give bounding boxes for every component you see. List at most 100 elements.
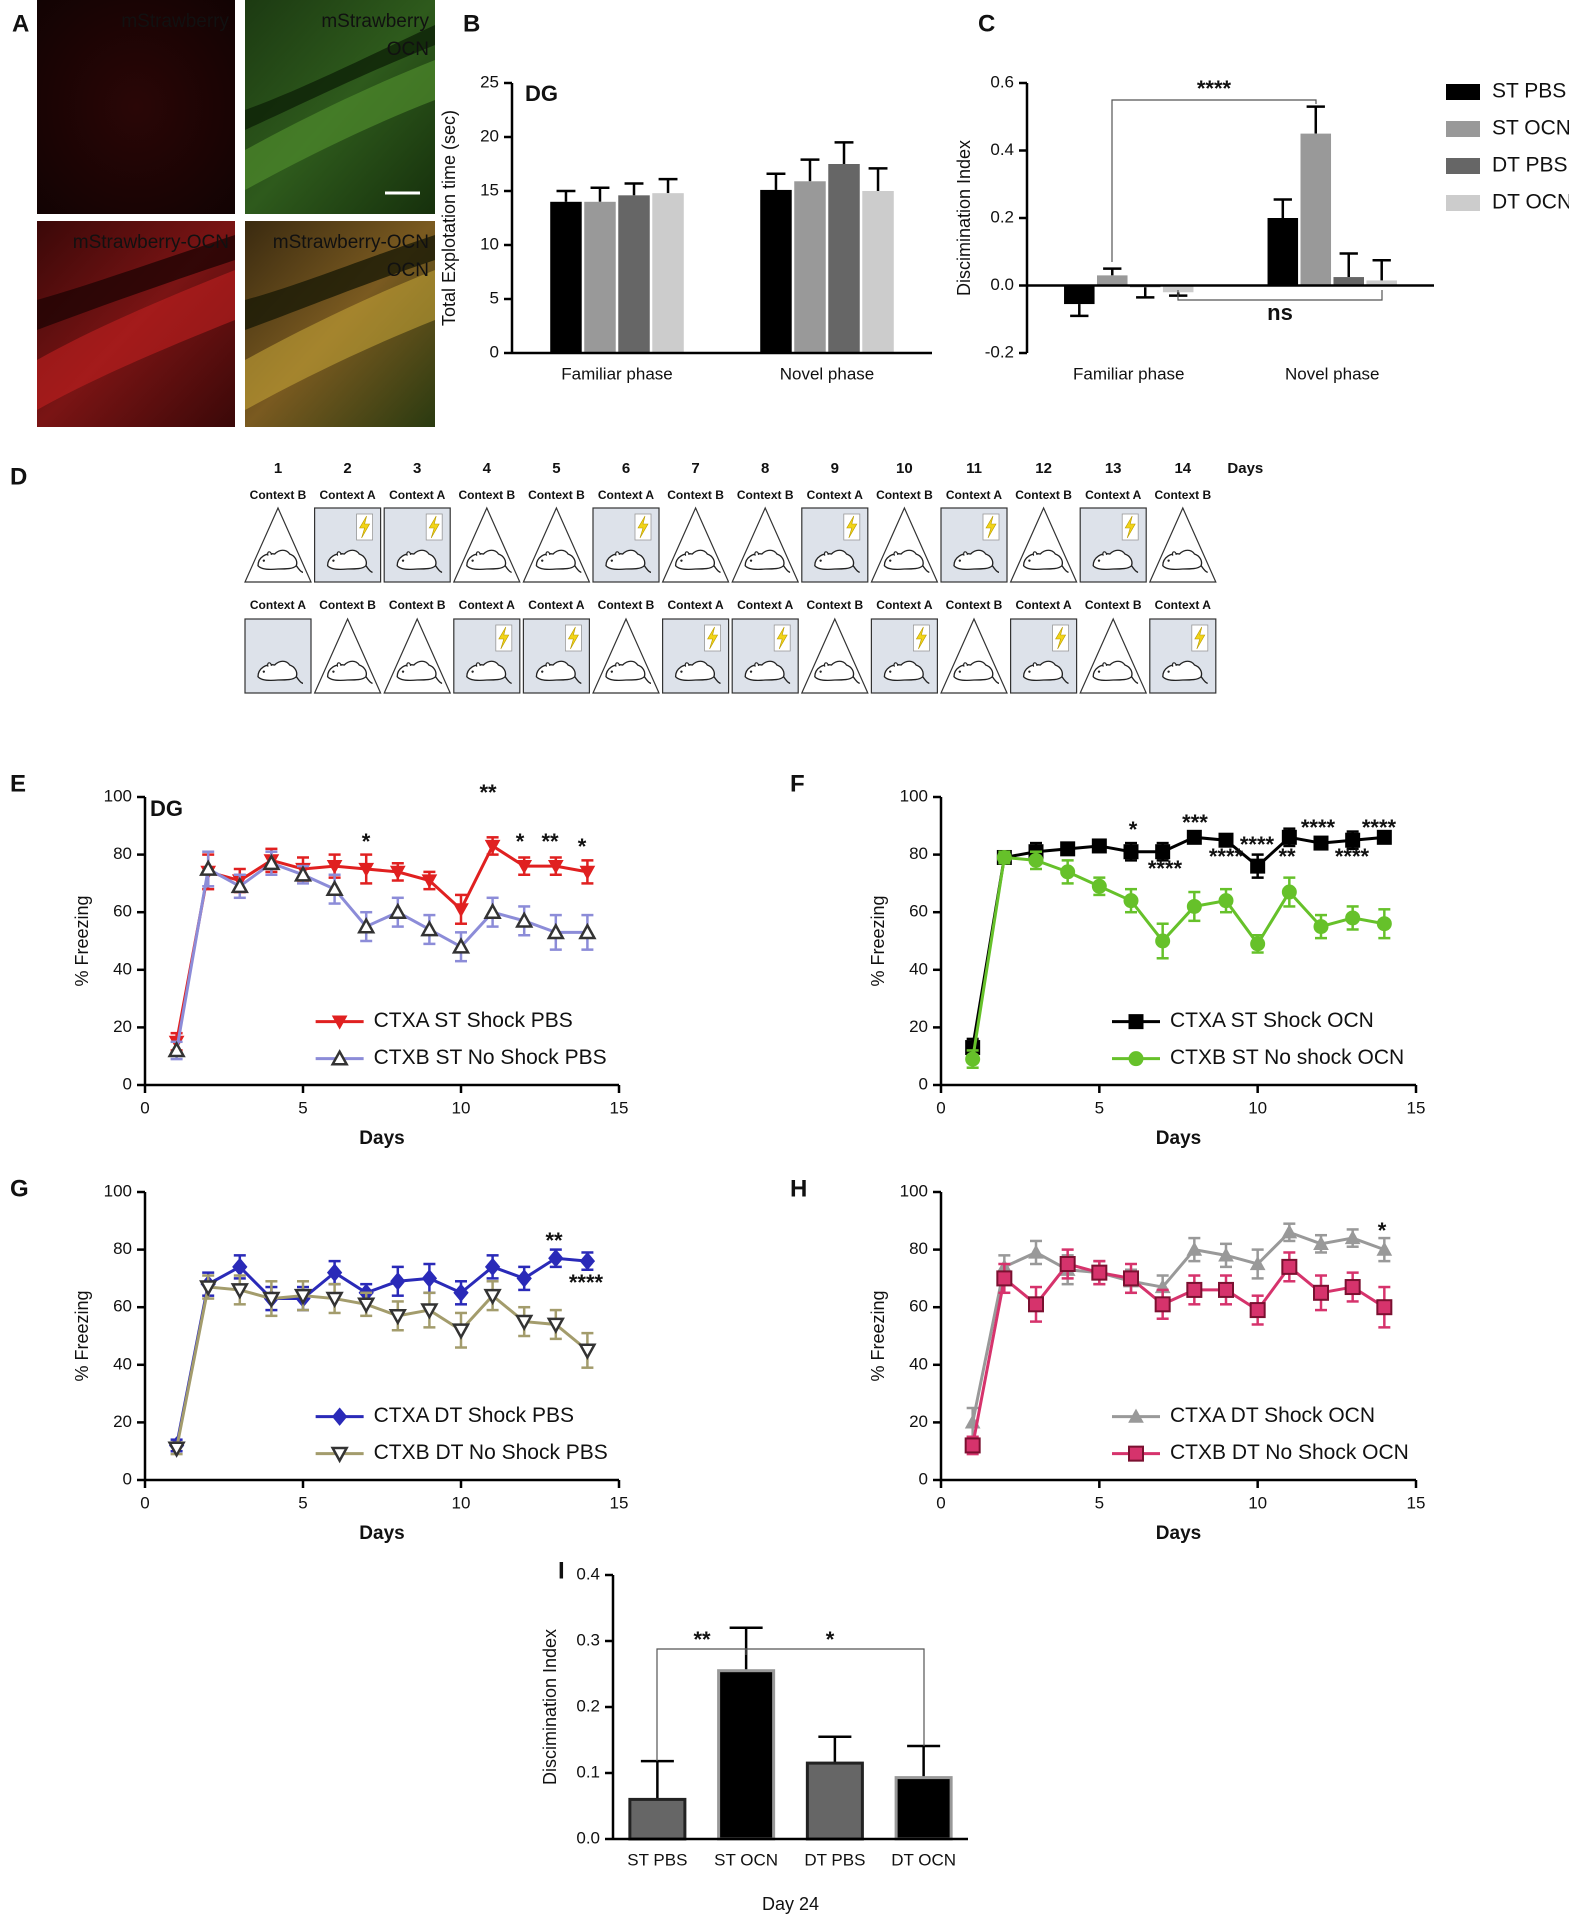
marker bbox=[516, 1269, 532, 1288]
y-tick-label: 0.4 bbox=[576, 1564, 600, 1583]
context-label: Context A bbox=[598, 488, 655, 502]
marker bbox=[1313, 919, 1329, 935]
y-tick-label: 0.2 bbox=[576, 1696, 600, 1715]
x-tick-label: 5 bbox=[1095, 1098, 1104, 1117]
bar bbox=[550, 201, 582, 353]
x-tick-label: 0 bbox=[140, 1098, 149, 1117]
panel-a bbox=[37, 0, 435, 427]
marker bbox=[1128, 1014, 1144, 1030]
marker bbox=[1313, 1284, 1329, 1301]
legend-swatch bbox=[1446, 84, 1480, 100]
shock-bolt bbox=[498, 626, 510, 650]
shock-bolt bbox=[359, 515, 371, 539]
marker bbox=[1091, 838, 1107, 854]
y-tick-label: 0.4 bbox=[990, 140, 1014, 159]
legend-swatch bbox=[1446, 158, 1480, 174]
marker bbox=[325, 1291, 344, 1309]
legend-label: CTXB ST No shock OCN bbox=[1170, 1046, 1404, 1069]
panel-label: D bbox=[10, 463, 27, 490]
context-label: Context B bbox=[946, 598, 1003, 612]
marker bbox=[1091, 1264, 1108, 1281]
significance-bracket bbox=[1177, 290, 1383, 301]
y-tick-label: 5 bbox=[490, 288, 499, 307]
context-label: Context B bbox=[876, 488, 933, 502]
bar bbox=[1300, 133, 1332, 286]
x-tick-label: Familiar phase bbox=[1073, 364, 1185, 383]
y-tick-label: 60 bbox=[909, 902, 928, 921]
y-tick-label: 0.2 bbox=[990, 207, 1014, 226]
y-tick-label: 10 bbox=[480, 234, 499, 253]
y-tick-label: 40 bbox=[909, 959, 928, 978]
x-axis-label: Days bbox=[1156, 1128, 1201, 1149]
x-tick-label: 0 bbox=[936, 1098, 945, 1117]
y-tick-label: 0 bbox=[490, 342, 499, 361]
shock-bolt bbox=[428, 515, 440, 539]
annotation: **** bbox=[1240, 832, 1275, 857]
marker bbox=[331, 1015, 348, 1030]
y-tick-label: 60 bbox=[113, 1297, 132, 1316]
x-tick-label: 15 bbox=[1407, 1493, 1426, 1512]
day-number: 13 bbox=[1105, 460, 1122, 477]
panel-label: G bbox=[10, 1175, 29, 1202]
context-label: Context B bbox=[528, 488, 585, 502]
legend-label: CTXA ST Shock PBS bbox=[374, 1009, 573, 1032]
legend-label: DT OCN bbox=[1492, 191, 1569, 214]
y-tick-label: 0.0 bbox=[576, 1828, 600, 1847]
x-tick-label: 10 bbox=[1248, 1493, 1267, 1512]
legend-label: CTXA DT Shock PBS bbox=[374, 1404, 574, 1427]
marker bbox=[515, 1314, 534, 1332]
legend-label: CTXA ST Shock OCN bbox=[1170, 1009, 1374, 1032]
y-tick-label: -0.2 bbox=[985, 342, 1014, 361]
marker bbox=[1028, 1244, 1044, 1259]
x-tick-label: 5 bbox=[298, 1493, 307, 1512]
marker bbox=[1155, 933, 1171, 949]
annotation: **** bbox=[1301, 815, 1336, 840]
image-texture bbox=[245, 270, 435, 410]
y-tick-label: 60 bbox=[909, 1297, 928, 1316]
annotation: DG bbox=[150, 796, 183, 821]
y-axis-label: Discimination Index bbox=[954, 140, 974, 296]
day-number: 2 bbox=[343, 460, 351, 477]
shock-bolt bbox=[915, 626, 927, 650]
marker bbox=[1249, 1255, 1266, 1271]
days-label: Days bbox=[1227, 460, 1263, 477]
context-label: Context A bbox=[667, 598, 724, 612]
marker bbox=[1186, 898, 1202, 914]
marker bbox=[1376, 1299, 1393, 1316]
y-tick-label: 20 bbox=[909, 1412, 928, 1431]
x-tick-label: DT PBS bbox=[804, 1850, 865, 1869]
marker bbox=[199, 859, 218, 876]
marker bbox=[1128, 1408, 1144, 1423]
annotation: * bbox=[1129, 817, 1138, 842]
annotation: * bbox=[362, 829, 371, 854]
y-axis-label: % Freezing bbox=[72, 895, 92, 986]
image-texture bbox=[37, 270, 235, 410]
marker bbox=[330, 1049, 349, 1066]
y-tick-label: 0.0 bbox=[990, 275, 1014, 294]
shock-bolt bbox=[985, 515, 997, 539]
marker bbox=[1313, 835, 1329, 851]
annotation: **** bbox=[1362, 815, 1397, 840]
annotation: ** bbox=[693, 1627, 711, 1652]
context-label: Context B bbox=[1154, 488, 1211, 502]
marker bbox=[262, 853, 281, 871]
y-tick-label: 80 bbox=[909, 844, 928, 863]
marker bbox=[1344, 1279, 1361, 1296]
marker bbox=[1281, 1258, 1298, 1275]
marker bbox=[1218, 1281, 1234, 1298]
marker bbox=[546, 922, 565, 940]
marker bbox=[1345, 832, 1361, 848]
bar bbox=[652, 193, 684, 353]
legend-label: DT PBS bbox=[1492, 154, 1567, 177]
panel-label: F bbox=[790, 770, 805, 797]
y-tick-label: 100 bbox=[900, 1181, 928, 1200]
image-texture bbox=[245, 60, 435, 190]
x-tick-label: Novel phase bbox=[780, 364, 875, 383]
marker bbox=[357, 917, 376, 934]
marker bbox=[484, 1257, 501, 1277]
context-label: Context A bbox=[250, 598, 307, 612]
context-label: Context A bbox=[876, 598, 933, 612]
marker bbox=[1186, 1241, 1203, 1256]
y-tick-label: 20 bbox=[480, 126, 499, 145]
marker bbox=[1028, 852, 1044, 868]
